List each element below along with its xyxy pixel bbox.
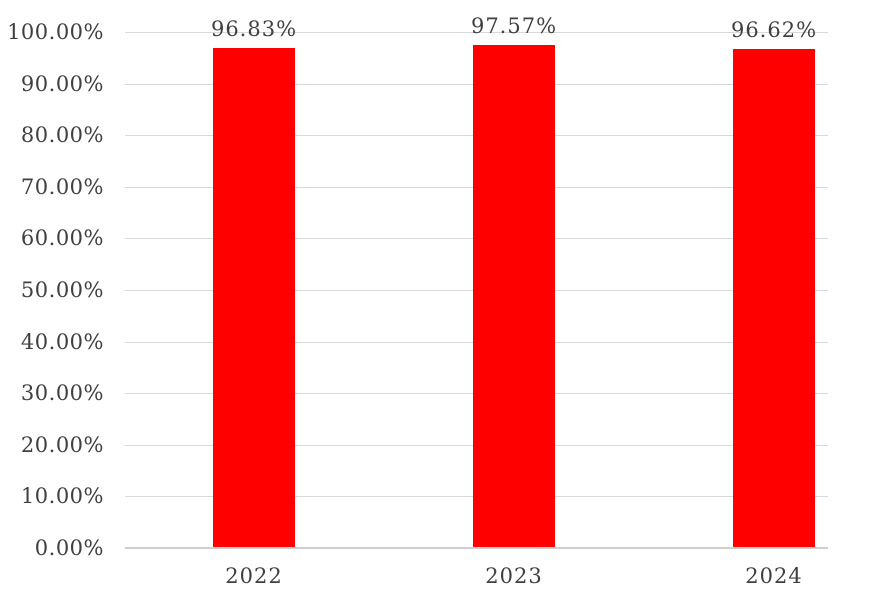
- gridline-100: [125, 32, 828, 33]
- x-tick-label-2022: 2022: [225, 564, 283, 588]
- y-tick-label-10: 10.00%: [20, 484, 104, 509]
- value-label-2022: 96.83%: [210, 17, 298, 42]
- y-tick-label-90: 90.00%: [20, 71, 104, 96]
- value-label-2023: 97.57%: [470, 13, 558, 38]
- plot-area: 96.83% 97.57% 96.62%: [125, 15, 828, 548]
- value-label-2024: 96.62%: [730, 18, 818, 43]
- y-axis: 0.00% 10.00% 20.00% 30.00% 40.00% 50.00% 60.00…: [0, 20, 104, 560]
- y-tick-label-40: 40.00%: [20, 329, 104, 354]
- y-tick-label-60: 60.00%: [20, 226, 104, 251]
- x-tick-label-2024: 2024: [745, 564, 803, 588]
- y-tick-label-0: 0.00%: [34, 536, 104, 560]
- x-tick-label-2023: 2023: [485, 564, 543, 588]
- x-axis-line: [125, 547, 828, 549]
- bar-2024: [733, 49, 815, 548]
- y-tick-label-80: 80.00%: [20, 123, 104, 148]
- y-tick-label-50: 50.00%: [20, 278, 104, 302]
- bar-2023: [473, 44, 555, 548]
- y-tick-label-20: 20.00%: [20, 432, 104, 457]
- y-tick-label-100: 100.00%: [7, 20, 104, 44]
- y-tick-label-70: 70.00%: [20, 174, 104, 199]
- y-tick-label-30: 30.00%: [20, 381, 104, 406]
- bar-2022: [213, 48, 295, 548]
